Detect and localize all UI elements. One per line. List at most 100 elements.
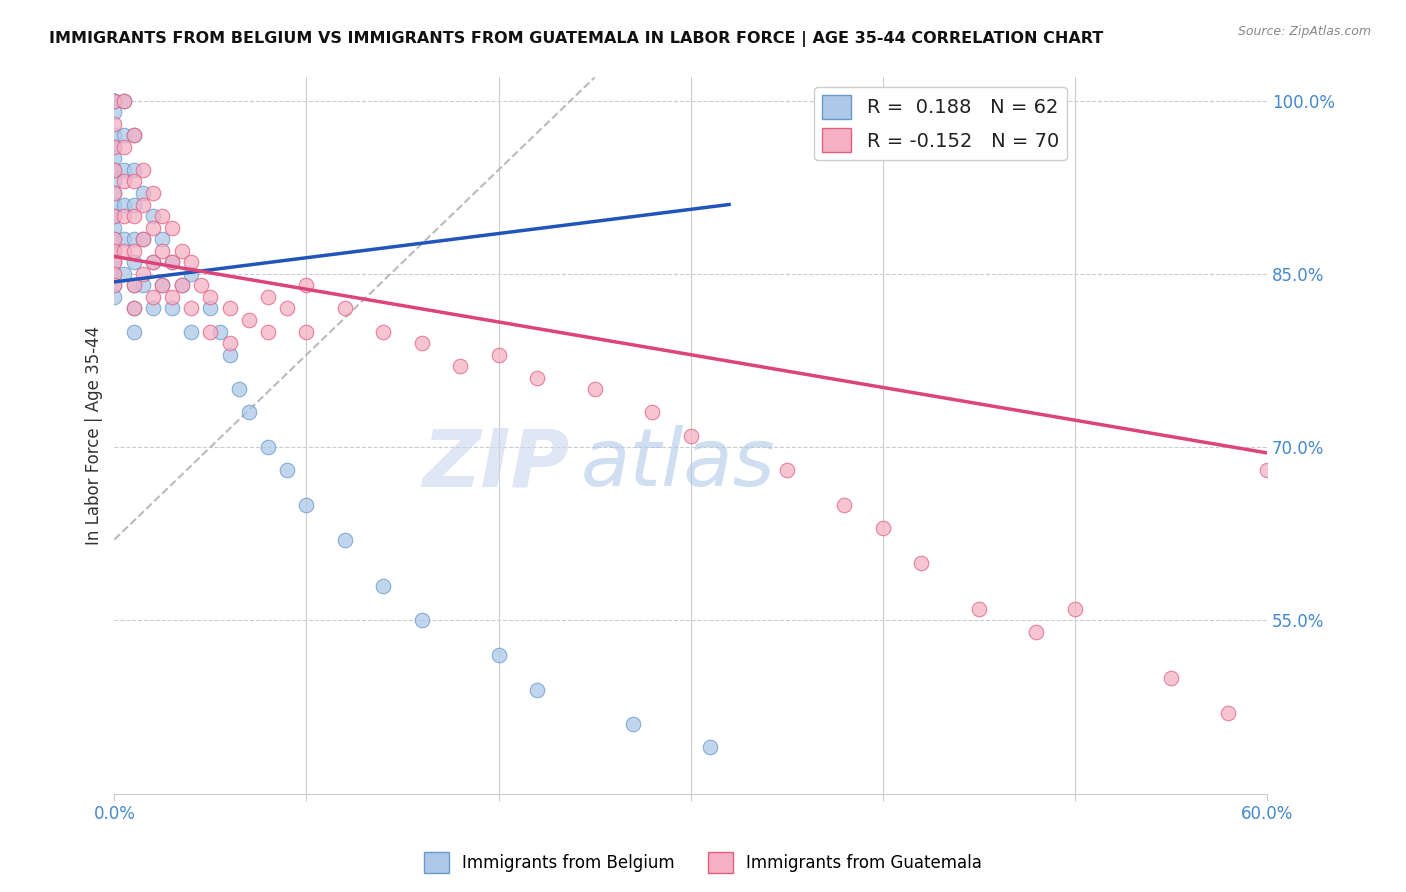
Point [295,498,318,512]
Point [103,140,125,154]
Point [142,220,165,235]
Point [526,682,548,697]
Legend: R =  0.188   N = 62, R = -0.152   N = 70: R = 0.188 N = 62, R = -0.152 N = 70 [814,87,1067,160]
Point [257,325,280,339]
Point [411,336,433,351]
Point [103,94,125,108]
Point [103,209,125,223]
Point [142,255,165,269]
Point [112,94,135,108]
Point [103,94,125,108]
Point [103,244,125,258]
Point [103,255,125,269]
Point [152,244,174,258]
Point [228,382,250,396]
Point [142,301,165,316]
Point [103,140,125,154]
Point [160,255,183,269]
Point [238,405,260,419]
Point [112,94,135,108]
Point [132,232,155,246]
Point [488,348,510,362]
Text: Source: ZipAtlas.com: Source: ZipAtlas.com [1237,25,1371,38]
Point [103,220,125,235]
Point [112,267,135,281]
Point [142,209,165,223]
Point [122,128,145,143]
Point [122,301,145,316]
Point [160,255,183,269]
Point [160,301,183,316]
Point [112,197,135,211]
Point [872,521,894,535]
Point [160,290,183,304]
Point [257,290,280,304]
Point [122,128,145,143]
Point [641,405,664,419]
Point [170,244,193,258]
Point [621,717,644,731]
Point [112,174,135,188]
Point [238,313,260,327]
Point [526,371,548,385]
Point [218,336,240,351]
Point [103,186,125,200]
Point [142,186,165,200]
Point [218,348,240,362]
Point [190,278,212,293]
Point [699,740,721,755]
Point [103,255,125,269]
Point [209,325,232,339]
Point [180,267,202,281]
Point [103,186,125,200]
Point [122,278,145,293]
Point [103,267,125,281]
Point [103,151,125,165]
Point [200,301,222,316]
Point [152,232,174,246]
Point [276,463,298,477]
Point [103,232,125,246]
Point [180,255,202,269]
Point [122,197,145,211]
Point [679,428,702,442]
Legend: Immigrants from Belgium, Immigrants from Guatemala: Immigrants from Belgium, Immigrants from… [418,846,988,880]
Text: atlas: atlas [581,425,776,503]
Point [122,255,145,269]
Point [333,533,356,547]
Point [180,325,202,339]
Point [276,301,298,316]
Point [103,244,125,258]
Point [103,105,125,120]
Point [583,382,606,396]
Point [112,140,135,154]
Point [103,267,125,281]
Point [776,463,799,477]
Point [122,162,145,177]
Point [103,278,125,293]
Point [103,94,125,108]
Point [967,602,990,616]
Point [200,325,222,339]
Point [200,290,222,304]
Point [112,232,135,246]
Point [142,290,165,304]
Point [103,128,125,143]
Point [1063,602,1085,616]
Point [488,648,510,662]
Point [112,244,135,258]
Point [170,278,193,293]
Point [373,579,395,593]
Point [103,290,125,304]
Text: ZIP: ZIP [422,425,569,503]
Point [103,162,125,177]
Point [122,325,145,339]
Point [103,209,125,223]
Point [449,359,471,374]
Point [132,267,155,281]
Point [122,301,145,316]
Point [122,278,145,293]
Point [122,174,145,188]
Point [152,278,174,293]
Point [132,162,155,177]
